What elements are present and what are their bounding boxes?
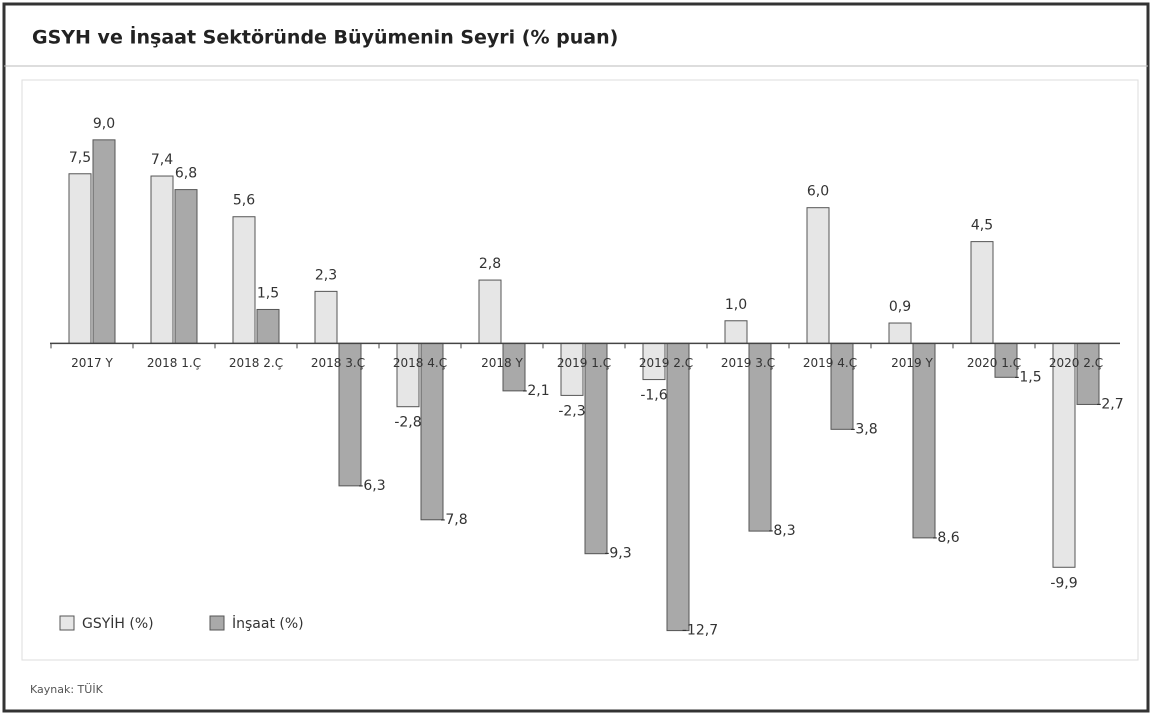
bar — [150, 175, 174, 344]
bar — [584, 342, 608, 555]
x-tick-label: 2018 2.Ç — [229, 356, 283, 370]
x-tick-label: 2017 Y — [71, 356, 113, 370]
value-label: 4,5 — [971, 218, 993, 234]
x-tick-label: 2018 Y — [481, 356, 523, 370]
bar — [314, 290, 338, 344]
plot-frame — [21, 79, 1139, 661]
value-label: -8,3 — [768, 523, 795, 539]
x-tick-label: 2019 2.Ç — [639, 356, 693, 370]
value-label: 7,4 — [151, 152, 173, 168]
bar — [396, 342, 420, 408]
bar — [666, 342, 690, 632]
x-tick-label: 2019 Y — [891, 356, 933, 370]
bar — [806, 207, 830, 344]
value-label: -6,3 — [358, 478, 385, 494]
bar — [478, 279, 502, 344]
x-tick-label: 2018 1.Ç — [147, 356, 201, 370]
value-label: -2,8 — [394, 415, 421, 431]
value-label: 2,3 — [315, 267, 337, 283]
bar — [232, 216, 256, 344]
value-label: 0,9 — [889, 299, 911, 315]
source: Kaynak: TÜİK — [30, 683, 104, 696]
legend-label: İnşaat (%) — [232, 614, 304, 632]
value-label: -9,9 — [1050, 575, 1077, 591]
value-label: -8,6 — [932, 530, 959, 546]
bar — [970, 241, 994, 344]
value-label: 1,0 — [725, 297, 747, 313]
chart-title: GSYH ve İnşaat Sektöründe Büyümenin Seyr… — [32, 25, 618, 49]
value-label: -12,7 — [682, 623, 718, 639]
x-tick-label: 2020 2.Ç — [1049, 356, 1103, 370]
value-label: -2,1 — [522, 383, 549, 399]
value-label: -2,3 — [558, 403, 585, 419]
x-tick-label: 2020 1.Ç — [967, 356, 1021, 370]
value-label: 5,6 — [233, 193, 255, 209]
value-label: 6,0 — [807, 184, 829, 200]
value-label: -2,7 — [1096, 396, 1123, 412]
bar — [174, 189, 198, 344]
legend-label: GSYİH (%) — [82, 614, 154, 632]
value-label: 7,5 — [69, 150, 91, 166]
legend-swatch — [209, 615, 225, 631]
legend-swatch — [59, 615, 75, 631]
x-tick-label: 2018 3.Ç — [311, 356, 365, 370]
value-label: -9,3 — [604, 546, 631, 562]
bar — [912, 342, 936, 539]
value-label: 1,5 — [257, 285, 279, 301]
bar — [1052, 342, 1076, 568]
x-tick-label: 2019 1.Ç — [557, 356, 611, 370]
value-label: 2,8 — [479, 256, 501, 272]
bar — [68, 173, 92, 344]
value-label: -3,8 — [850, 421, 877, 437]
value-label: -1,5 — [1014, 369, 1041, 385]
x-tick-label: 2019 3.Ç — [721, 356, 775, 370]
value-label: -1,6 — [640, 388, 667, 404]
bar — [92, 139, 116, 344]
value-label: -7,8 — [440, 512, 467, 528]
bar — [1076, 342, 1100, 405]
bar — [256, 308, 280, 344]
value-label: 9,0 — [93, 116, 115, 132]
value-label: 6,8 — [175, 166, 197, 182]
bar — [888, 322, 912, 344]
x-tick-label: 2018 4.Ç — [393, 356, 447, 370]
x-tick-label: 2019 4.Ç — [803, 356, 857, 370]
bar — [748, 342, 772, 532]
bar — [724, 320, 748, 344]
